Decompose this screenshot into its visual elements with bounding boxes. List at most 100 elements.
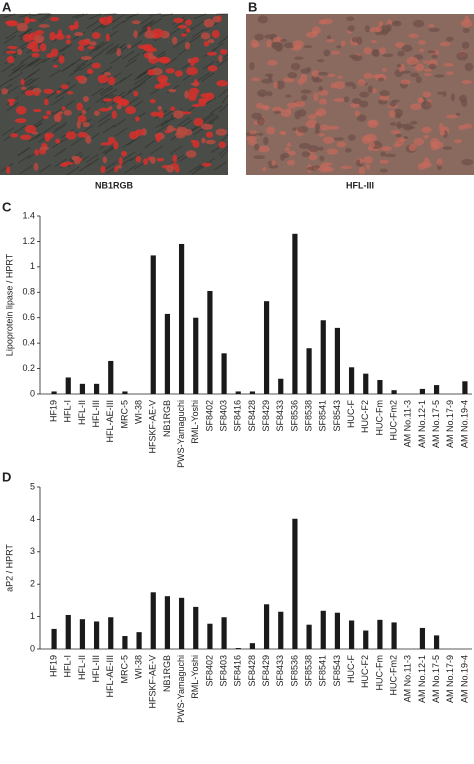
cell bbox=[201, 162, 212, 167]
bar bbox=[164, 596, 171, 649]
fiber bbox=[7, 68, 21, 78]
cell bbox=[55, 138, 61, 144]
cell bbox=[105, 33, 110, 42]
cell bbox=[336, 45, 342, 49]
image-caption: HFL-III bbox=[346, 180, 374, 190]
cell bbox=[134, 116, 140, 122]
cell bbox=[201, 123, 213, 130]
cell bbox=[417, 97, 425, 104]
x-tick-label: AM No.17-5 bbox=[431, 655, 441, 703]
cell bbox=[266, 39, 272, 48]
y-tick-label: 1.4 bbox=[22, 210, 35, 220]
cell bbox=[76, 120, 81, 129]
cell bbox=[65, 39, 71, 45]
cell bbox=[258, 145, 270, 153]
cell bbox=[464, 62, 474, 72]
bar bbox=[108, 617, 114, 649]
x-tick-label: HUC-F bbox=[346, 655, 356, 683]
fiber bbox=[54, 147, 67, 157]
bar bbox=[249, 643, 256, 649]
cell bbox=[286, 142, 292, 147]
fiber bbox=[92, 41, 105, 51]
y-axis-label: aP2 / HPRT bbox=[4, 544, 14, 592]
x-tick-label: NB1RGB bbox=[162, 400, 172, 437]
x-tick-label: AM No.17-9 bbox=[445, 400, 455, 448]
cell bbox=[421, 126, 432, 134]
fiber bbox=[100, 87, 114, 96]
panel-label: C bbox=[2, 199, 12, 214]
fiber bbox=[149, 13, 162, 16]
cell bbox=[284, 147, 290, 152]
cell bbox=[285, 94, 292, 98]
cell bbox=[445, 36, 454, 42]
cell bbox=[116, 104, 122, 110]
cell bbox=[414, 63, 425, 72]
fiber bbox=[85, 154, 99, 163]
cell bbox=[311, 30, 318, 35]
fiber bbox=[0, 78, 13, 87]
cell bbox=[364, 25, 370, 33]
cell bbox=[205, 139, 216, 145]
bar bbox=[108, 360, 114, 394]
bar bbox=[363, 630, 369, 649]
fiber bbox=[144, 139, 158, 148]
fiber bbox=[174, 19, 187, 28]
cell bbox=[251, 112, 263, 120]
cell bbox=[251, 77, 260, 82]
cell bbox=[259, 92, 265, 97]
x-tick-label: AM No.17-9 bbox=[445, 655, 455, 703]
cell bbox=[272, 36, 283, 44]
cell bbox=[415, 76, 422, 84]
cell bbox=[354, 110, 361, 117]
cell bbox=[82, 96, 89, 102]
cell bbox=[190, 58, 195, 67]
fiber bbox=[68, 67, 82, 77]
fiber bbox=[20, 85, 34, 95]
cell bbox=[390, 122, 397, 126]
cell bbox=[392, 99, 400, 103]
x-tick-label: WI-38 bbox=[133, 400, 143, 424]
bar bbox=[65, 614, 71, 649]
cell bbox=[32, 108, 42, 113]
x-tick-label: SF8541 bbox=[318, 400, 328, 432]
cell bbox=[311, 70, 320, 78]
fiber bbox=[119, 90, 133, 100]
bar bbox=[79, 619, 86, 649]
fiber bbox=[30, 13, 43, 17]
cell bbox=[245, 135, 257, 142]
cell bbox=[327, 125, 340, 130]
cell bbox=[76, 102, 84, 111]
fiber bbox=[213, 161, 227, 171]
fiber bbox=[112, 13, 125, 23]
cell bbox=[143, 158, 148, 166]
x-tick-label: PWS-Yamaguchi bbox=[176, 400, 186, 468]
cell bbox=[408, 33, 419, 38]
cell bbox=[316, 59, 325, 63]
bar bbox=[221, 617, 227, 649]
cell bbox=[147, 69, 156, 76]
cell bbox=[50, 16, 60, 22]
x-tick-label: HUC-F bbox=[346, 400, 356, 428]
cell bbox=[400, 70, 412, 74]
cell bbox=[257, 132, 264, 136]
cell bbox=[112, 96, 123, 103]
cell bbox=[93, 110, 100, 117]
cell bbox=[80, 56, 93, 61]
cell bbox=[298, 142, 311, 150]
cell bbox=[347, 25, 355, 32]
cell bbox=[336, 141, 347, 148]
fiber bbox=[149, 17, 163, 27]
cell bbox=[303, 45, 313, 49]
cell bbox=[428, 63, 437, 70]
cell bbox=[10, 133, 19, 138]
cell bbox=[348, 54, 360, 59]
fiber bbox=[138, 67, 152, 77]
fiber bbox=[160, 117, 174, 127]
y-tick-label: 0.2 bbox=[22, 363, 35, 373]
x-tick-label: HFL-III bbox=[91, 400, 101, 428]
bar bbox=[51, 628, 57, 649]
cell bbox=[417, 162, 427, 170]
cell bbox=[318, 19, 327, 25]
cell bbox=[450, 93, 455, 102]
bar bbox=[363, 373, 369, 394]
